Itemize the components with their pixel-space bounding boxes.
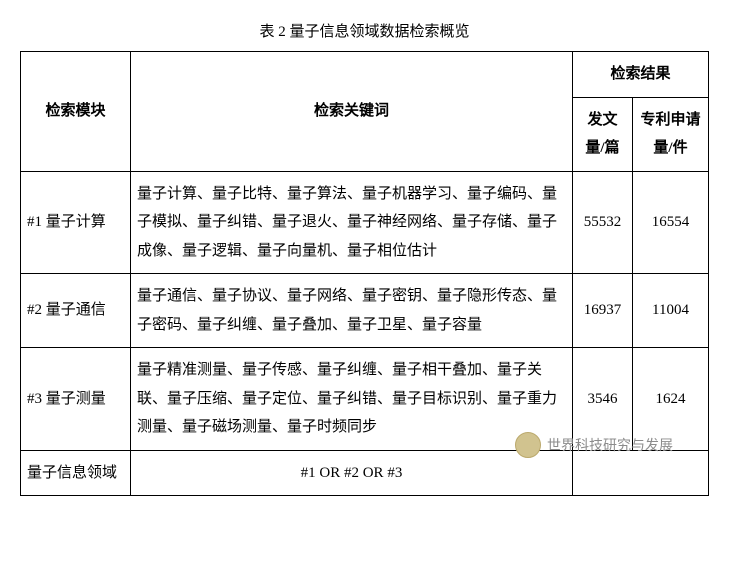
cell-pubs: 55532 bbox=[572, 171, 632, 274]
header-module: 检索模块 bbox=[21, 52, 131, 172]
cell-keywords: 量子通信、量子协议、量子网络、量子密钥、量子隐形传态、量子密码、量子纠缠、量子叠… bbox=[131, 274, 573, 348]
table-row: #1 量子计算 量子计算、量子比特、量子算法、量子机器学习、量子编码、量子模拟、… bbox=[21, 171, 709, 274]
table-row: #2 量子通信 量子通信、量子协议、量子网络、量子密钥、量子隐形传态、量子密码、… bbox=[21, 274, 709, 348]
cell-patents: 16554 bbox=[632, 171, 708, 274]
cell-keywords: #1 OR #2 OR #3 bbox=[131, 450, 573, 496]
cell-module: 量子信息领域 bbox=[21, 450, 131, 496]
wechat-icon bbox=[515, 432, 541, 458]
cell-keywords: 量子精准测量、量子传感、量子纠缠、量子相干叠加、量子关联、量子压缩、量子定位、量… bbox=[131, 348, 573, 451]
data-table: 检索模块 检索关键词 检索结果 发文量/篇 专利申请量/件 #1 量子计算 量子… bbox=[20, 51, 709, 496]
header-patents: 专利申请量/件 bbox=[632, 97, 708, 171]
attribution: 世界科技研究与发展 bbox=[515, 432, 673, 458]
cell-keywords: 量子计算、量子比特、量子算法、量子机器学习、量子编码、量子模拟、量子纠错、量子退… bbox=[131, 171, 573, 274]
cell-patents: 11004 bbox=[632, 274, 708, 348]
cell-module: #2 量子通信 bbox=[21, 274, 131, 348]
header-results: 检索结果 bbox=[572, 52, 708, 98]
attribution-text: 世界科技研究与发展 bbox=[547, 435, 673, 455]
cell-pubs: 16937 bbox=[572, 274, 632, 348]
header-keywords: 检索关键词 bbox=[131, 52, 573, 172]
header-pubs: 发文量/篇 bbox=[572, 97, 632, 171]
header-row-1: 检索模块 检索关键词 检索结果 bbox=[21, 52, 709, 98]
cell-module: #1 量子计算 bbox=[21, 171, 131, 274]
table-caption: 表 2 量子信息领域数据检索概览 bbox=[20, 20, 709, 41]
cell-module: #3 量子测量 bbox=[21, 348, 131, 451]
